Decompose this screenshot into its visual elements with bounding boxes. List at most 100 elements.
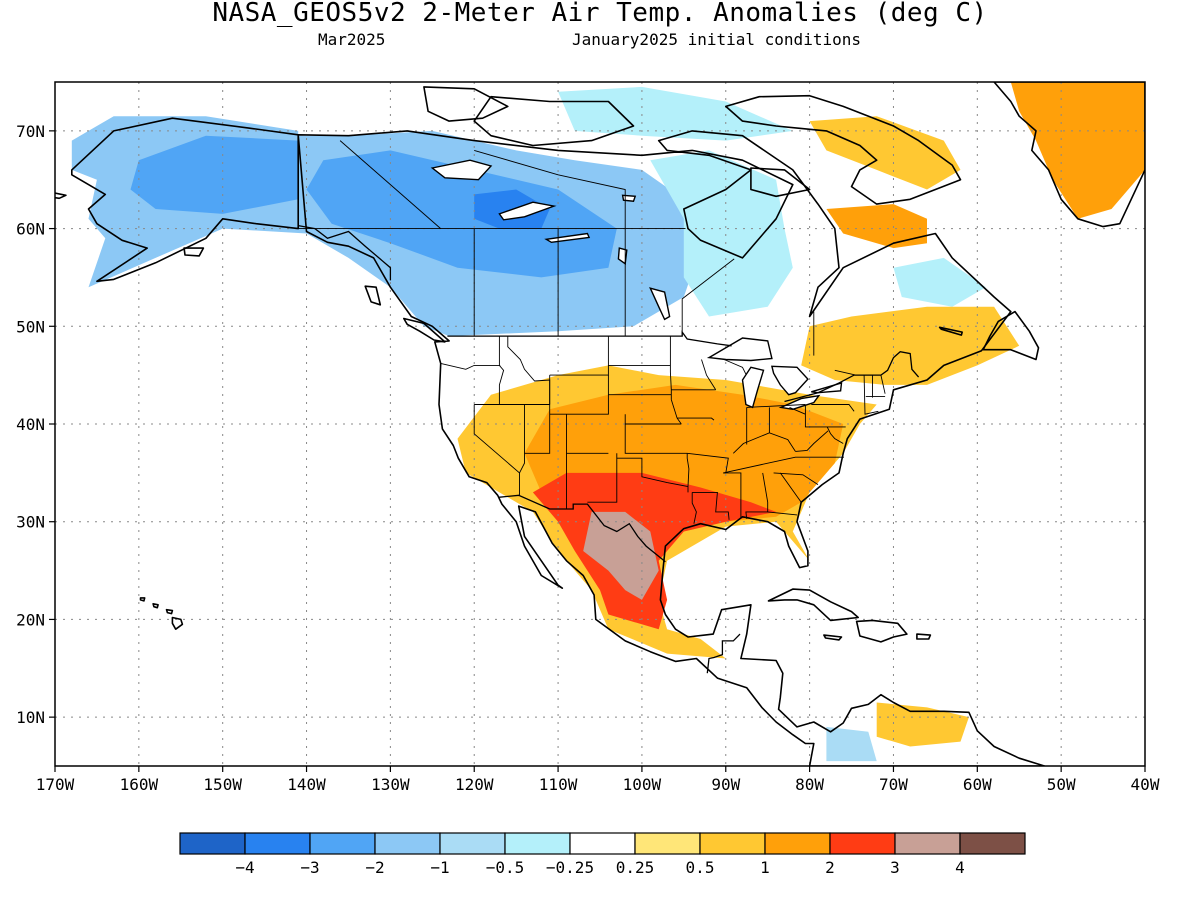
coastline-3 <box>724 94 962 205</box>
lake-7 <box>649 287 671 321</box>
legend-swatch-9 <box>764 832 831 855</box>
lake-10 <box>621 194 637 202</box>
coastline-15 <box>139 597 146 602</box>
state-border-20 <box>691 492 697 524</box>
anomaly-region-6 <box>893 257 986 307</box>
lat-tick-label-5: 20N <box>16 610 45 629</box>
init-conditions-label: January2025 initial conditions <box>572 30 861 49</box>
anomaly-region-1 <box>130 135 299 214</box>
legend-swatch-3 <box>374 832 441 855</box>
state-border-21 <box>677 417 715 421</box>
coastline-5 <box>423 86 509 122</box>
legend-swatch-5 <box>504 832 571 855</box>
lon-tick-label-6: 110W <box>539 775 578 794</box>
anomaly-region-3 <box>306 150 617 278</box>
state-border-12 <box>624 414 688 454</box>
state-border-25 <box>723 472 742 518</box>
state-border-40 <box>880 375 886 394</box>
province-border-5 <box>339 140 441 229</box>
state-border-3 <box>473 404 520 496</box>
axis-labels: 70N 60N 50N 40N 30N 20N 10N 170W 160W 150W 140W 130… <box>16 122 1160 794</box>
lon-tick-label-1: 160W <box>120 775 159 794</box>
legend-swatch-7 <box>634 832 701 855</box>
lon-tick-label-0: 170W <box>36 775 75 794</box>
state-border-42 <box>723 359 747 375</box>
color-legend: −4 −3 −2 −1 −0.5 −0.25 0.25 0.5 1 2 3 4 <box>179 832 1026 877</box>
state-border-35 <box>804 404 846 428</box>
legend-swatch-4 <box>439 832 506 855</box>
lake-5 <box>430 159 493 181</box>
legend-swatch-0 <box>179 832 246 855</box>
lake-3 <box>778 394 821 411</box>
legend-swatch-8 <box>699 832 766 855</box>
coastline-16 <box>402 317 446 343</box>
coastline-14 <box>152 602 159 609</box>
state-border-30 <box>779 472 802 503</box>
coastline-13 <box>165 608 174 615</box>
legend-label-2: −2 <box>365 858 384 877</box>
lon-tick-label-10: 70W <box>879 775 908 794</box>
state-border-28 <box>723 456 844 474</box>
state-border-18 <box>686 453 690 487</box>
coastline-12 <box>171 616 184 631</box>
coastline-0 <box>71 117 300 283</box>
coastline-2 <box>993 82 1145 228</box>
lat-tick-label-2: 50N <box>16 317 45 336</box>
coastline-4 <box>473 95 635 147</box>
country-border-4 <box>706 633 741 674</box>
anomaly-region-13 <box>826 204 927 249</box>
lon-tick-label-12: 50W <box>1047 775 1076 794</box>
coastline-20 <box>55 192 67 200</box>
legend-label-1: −3 <box>300 858 319 877</box>
lon-tick-label-4: 130W <box>371 775 410 794</box>
state-border-6 <box>507 336 551 405</box>
legend-label-6: 0.25 <box>616 858 655 877</box>
lake-6 <box>498 201 557 221</box>
anomaly-region-17 <box>826 726 877 762</box>
country-border-2 <box>784 351 920 403</box>
map-title: NASA_GEOS5v2 2-Meter Air Temp. Anomalies… <box>212 0 988 28</box>
anomaly-region-16 <box>876 702 969 747</box>
state-border-23 <box>670 399 682 425</box>
legend-swatch-6 <box>569 832 636 855</box>
lake-8 <box>544 232 591 244</box>
coastline-18 <box>938 326 964 336</box>
anomaly-shading <box>71 82 1145 762</box>
valid-month-label: Mar2025 <box>318 30 386 49</box>
anomaly-region-14 <box>809 116 961 190</box>
coastline-10 <box>823 634 843 641</box>
legend-swatch-10 <box>829 832 896 855</box>
coastline-19 <box>183 247 205 257</box>
anomaly-region-7 <box>558 86 793 141</box>
lat-tick-label-0: 70N <box>16 122 45 141</box>
legend-label-8: 1 <box>760 858 770 877</box>
coastline-9 <box>855 619 908 643</box>
state-border-29 <box>773 472 819 485</box>
country-border-1 <box>447 330 732 347</box>
state-border-45 <box>795 430 829 452</box>
lat-tick-label-3: 40N <box>16 415 45 434</box>
lon-tick-label-7: 100W <box>623 775 662 794</box>
legend-label-0: −4 <box>235 858 254 877</box>
lake-2 <box>770 365 809 396</box>
state-border-19 <box>692 491 730 520</box>
state-border-2 <box>498 336 505 405</box>
anomaly-region-12 <box>801 306 1020 385</box>
legend-label-5: −0.25 <box>546 858 594 877</box>
lon-tick-label-3: 140W <box>287 775 326 794</box>
coastline-8 <box>767 588 860 622</box>
lon-tick-label-9: 80W <box>795 775 824 794</box>
legend-label-9: 2 <box>825 858 835 877</box>
state-border-11 <box>587 453 618 503</box>
coastline-6 <box>750 167 811 198</box>
legend-label-10: 3 <box>890 858 900 877</box>
lon-tick-label-5: 120W <box>455 775 494 794</box>
coastline-7 <box>982 310 1040 361</box>
state-border-36 <box>811 404 855 412</box>
anomaly-region-15 <box>1010 82 1145 219</box>
legend-label-7: 0.5 <box>686 858 715 877</box>
anomaly-region-11 <box>583 511 659 600</box>
legend-swatch-2 <box>309 832 376 855</box>
lon-tick-label-8: 90W <box>711 775 740 794</box>
